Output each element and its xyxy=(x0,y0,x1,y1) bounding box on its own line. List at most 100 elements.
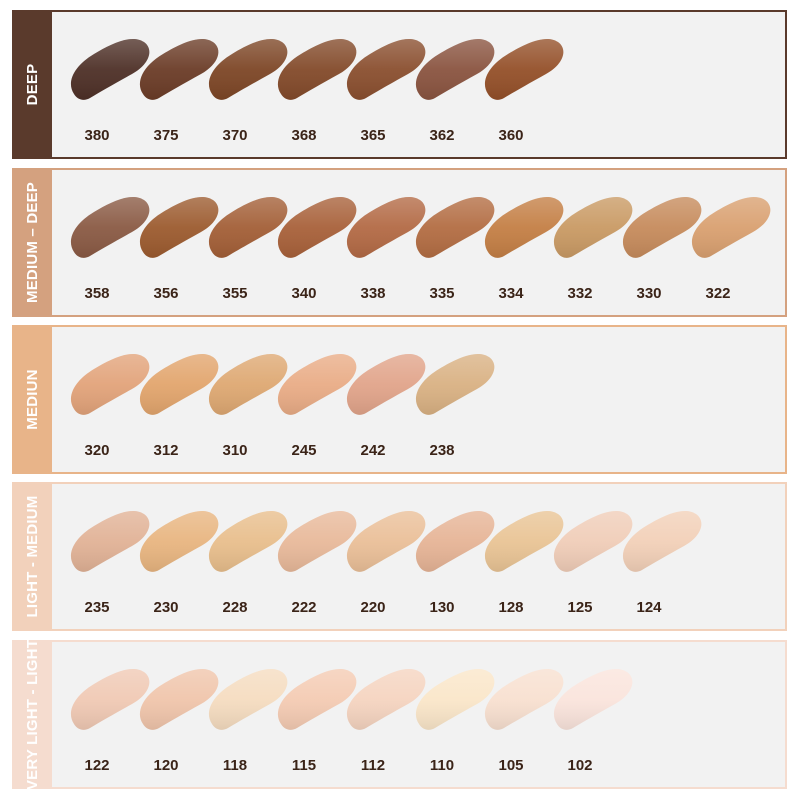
swatch-sheen xyxy=(277,510,357,572)
swatch xyxy=(208,668,288,730)
shade-code: 365 xyxy=(360,127,385,144)
group-bar xyxy=(12,10,52,159)
shade-group: DEEP 380 375 370 368 365 362 360 xyxy=(12,10,787,159)
swatch xyxy=(553,196,633,258)
swatch xyxy=(415,196,495,258)
shade-group: VERY LIGHT - LIGHT 122 120 118 115 112 110 105 1… xyxy=(12,639,787,790)
swatch xyxy=(415,353,495,415)
swatch-sheen xyxy=(139,196,219,258)
swatch xyxy=(484,196,564,258)
group-label: VERY LIGHT - LIGHT xyxy=(24,639,41,790)
swatch xyxy=(208,38,288,100)
shade-code: 115 xyxy=(292,757,316,774)
group-label: LIGHT - MEDIUM xyxy=(24,496,41,618)
swatch xyxy=(622,510,702,572)
shade-code: 125 xyxy=(567,599,592,616)
shade-code: 356 xyxy=(153,285,178,302)
swatch xyxy=(346,196,426,258)
shade-group: MEDIUM – DEEP 358 356 355 340 338 335 334 332 330… xyxy=(12,168,787,317)
swatch xyxy=(277,353,357,415)
shade-code: 375 xyxy=(153,127,178,144)
swatch-sheen xyxy=(346,668,426,730)
swatch xyxy=(484,668,564,730)
swatch-sheen xyxy=(553,196,633,258)
swatch xyxy=(415,38,495,100)
shade-code: 122 xyxy=(84,757,109,774)
swatch-sheen xyxy=(70,353,150,415)
group-label: MEDIUN xyxy=(24,369,41,429)
shade-code: 335 xyxy=(429,285,454,302)
shade-code: 124 xyxy=(636,599,662,616)
shade-code: 222 xyxy=(291,599,316,616)
swatch-sheen xyxy=(277,353,357,415)
group-bar xyxy=(12,325,52,474)
shade-code: 334 xyxy=(498,285,524,302)
swatch xyxy=(691,196,771,258)
swatch-sheen xyxy=(484,510,564,572)
swatch-sheen xyxy=(415,38,495,100)
swatch xyxy=(415,510,495,572)
swatch xyxy=(70,38,150,100)
shade-code: 105 xyxy=(498,757,523,774)
group-label: DEEP xyxy=(24,64,41,106)
group-panel xyxy=(12,640,787,789)
swatch xyxy=(70,510,150,572)
swatch xyxy=(208,196,288,258)
shade-code: 238 xyxy=(429,442,454,459)
swatch xyxy=(484,510,564,572)
swatch xyxy=(484,38,564,100)
group-bar xyxy=(12,168,52,317)
swatch xyxy=(346,353,426,415)
swatch-sheen xyxy=(484,668,564,730)
shade-code: 340 xyxy=(291,285,316,302)
swatch-sheen xyxy=(70,196,150,258)
shade-code: 368 xyxy=(291,127,316,144)
swatch xyxy=(553,510,633,572)
swatch-sheen xyxy=(277,38,357,100)
shade-code: 358 xyxy=(84,285,109,302)
group-panel xyxy=(12,10,787,159)
swatch-sheen xyxy=(346,353,426,415)
swatch xyxy=(139,510,219,572)
swatch xyxy=(277,196,357,258)
swatch-sheen xyxy=(208,353,288,415)
swatch xyxy=(70,196,150,258)
shade-code: 102 xyxy=(567,757,592,774)
swatch-sheen xyxy=(622,196,702,258)
swatch-sheen xyxy=(208,510,288,572)
swatch xyxy=(139,38,219,100)
swatch-sheen xyxy=(70,510,150,572)
group-panel xyxy=(12,482,787,631)
swatch xyxy=(208,510,288,572)
swatch-sheen xyxy=(139,38,219,100)
swatch-sheen xyxy=(277,668,357,730)
swatch xyxy=(208,353,288,415)
swatch xyxy=(415,668,495,730)
swatch-sheen xyxy=(484,196,564,258)
group-bar xyxy=(12,482,52,631)
swatch-sheen xyxy=(139,510,219,572)
shade-code: 230 xyxy=(153,599,178,616)
shade-group: LIGHT - MEDIUM 235 230 228 222 220 130 128 125 12… xyxy=(12,482,787,631)
shade-code: 130 xyxy=(429,599,454,616)
swatch xyxy=(139,353,219,415)
swatch-sheen xyxy=(139,353,219,415)
shade-code: 330 xyxy=(636,285,661,302)
swatch xyxy=(277,510,357,572)
swatch xyxy=(346,668,426,730)
shade-group: MEDIUN 320 312 310 245 242 238 xyxy=(12,325,787,474)
shade-code: 362 xyxy=(429,127,454,144)
shade-code: 112 xyxy=(361,757,385,774)
swatch-sheen xyxy=(346,38,426,100)
swatch-sheen xyxy=(208,668,288,730)
swatch-sheen xyxy=(139,668,219,730)
shade-code: 128 xyxy=(498,599,523,616)
swatch xyxy=(553,668,633,730)
swatch xyxy=(70,353,150,415)
shade-code: 355 xyxy=(222,285,247,302)
shade-code: 310 xyxy=(222,442,247,459)
shade-code: 332 xyxy=(567,285,592,302)
shade-code: 322 xyxy=(705,285,730,302)
shade-code: 235 xyxy=(84,599,109,616)
swatch-sheen xyxy=(346,510,426,572)
